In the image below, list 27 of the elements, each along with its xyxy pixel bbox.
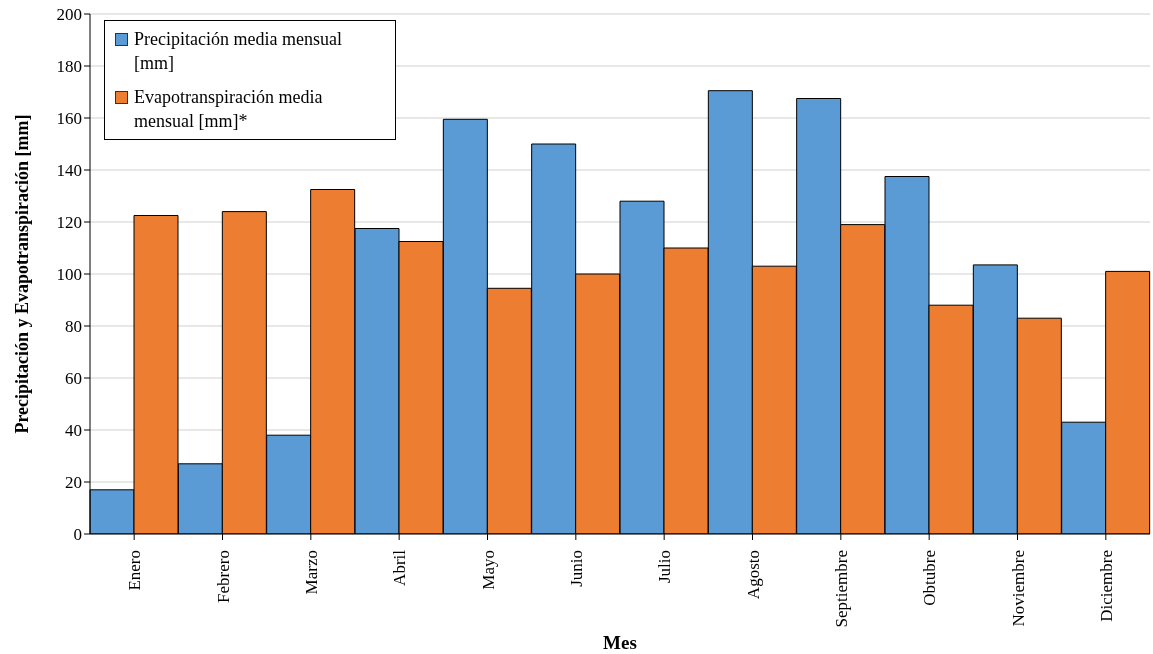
x-tick-label: Febrero (213, 550, 233, 603)
x-tick-label: Abril (390, 549, 410, 586)
y-tick-label: 140 (56, 161, 82, 181)
x-tick-label: Noviembre (1008, 550, 1028, 627)
y-tick-label: 40 (65, 421, 82, 441)
y-tick-label: 20 (65, 473, 82, 493)
x-tick-label: Julio (655, 550, 675, 584)
y-tick-label: 80 (65, 317, 82, 337)
x-tick-label: Obtubre (920, 550, 940, 606)
x-tick-label: Enero (125, 550, 145, 591)
x-tick-label: Diciembre (1096, 550, 1116, 622)
legend-label: Precipitación media mensual [mm] (134, 28, 343, 75)
legend-label: Evapotranspiración media mensual [mm]* (134, 86, 324, 133)
x-axis-title: Mes (603, 632, 637, 653)
y-axis-title: Precipitación y Evapotranspiración [mm] (12, 114, 33, 434)
y-tick-label: 100 (56, 265, 82, 285)
x-tick-label: Mayo (478, 550, 498, 590)
x-tick-label: Agosto (743, 550, 763, 600)
y-tick-label: 180 (56, 57, 82, 77)
x-tick-label: Marzo (301, 550, 321, 595)
x-tick-label: Junio (566, 550, 586, 587)
y-tick-label: 0 (73, 525, 82, 545)
y-tick-label: 120 (56, 213, 82, 233)
y-tick-label: 200 (56, 5, 82, 25)
y-tick-label: 60 (65, 369, 82, 389)
y-tick-label: 160 (56, 109, 82, 129)
x-tick-label: Septiembre (831, 550, 851, 628)
